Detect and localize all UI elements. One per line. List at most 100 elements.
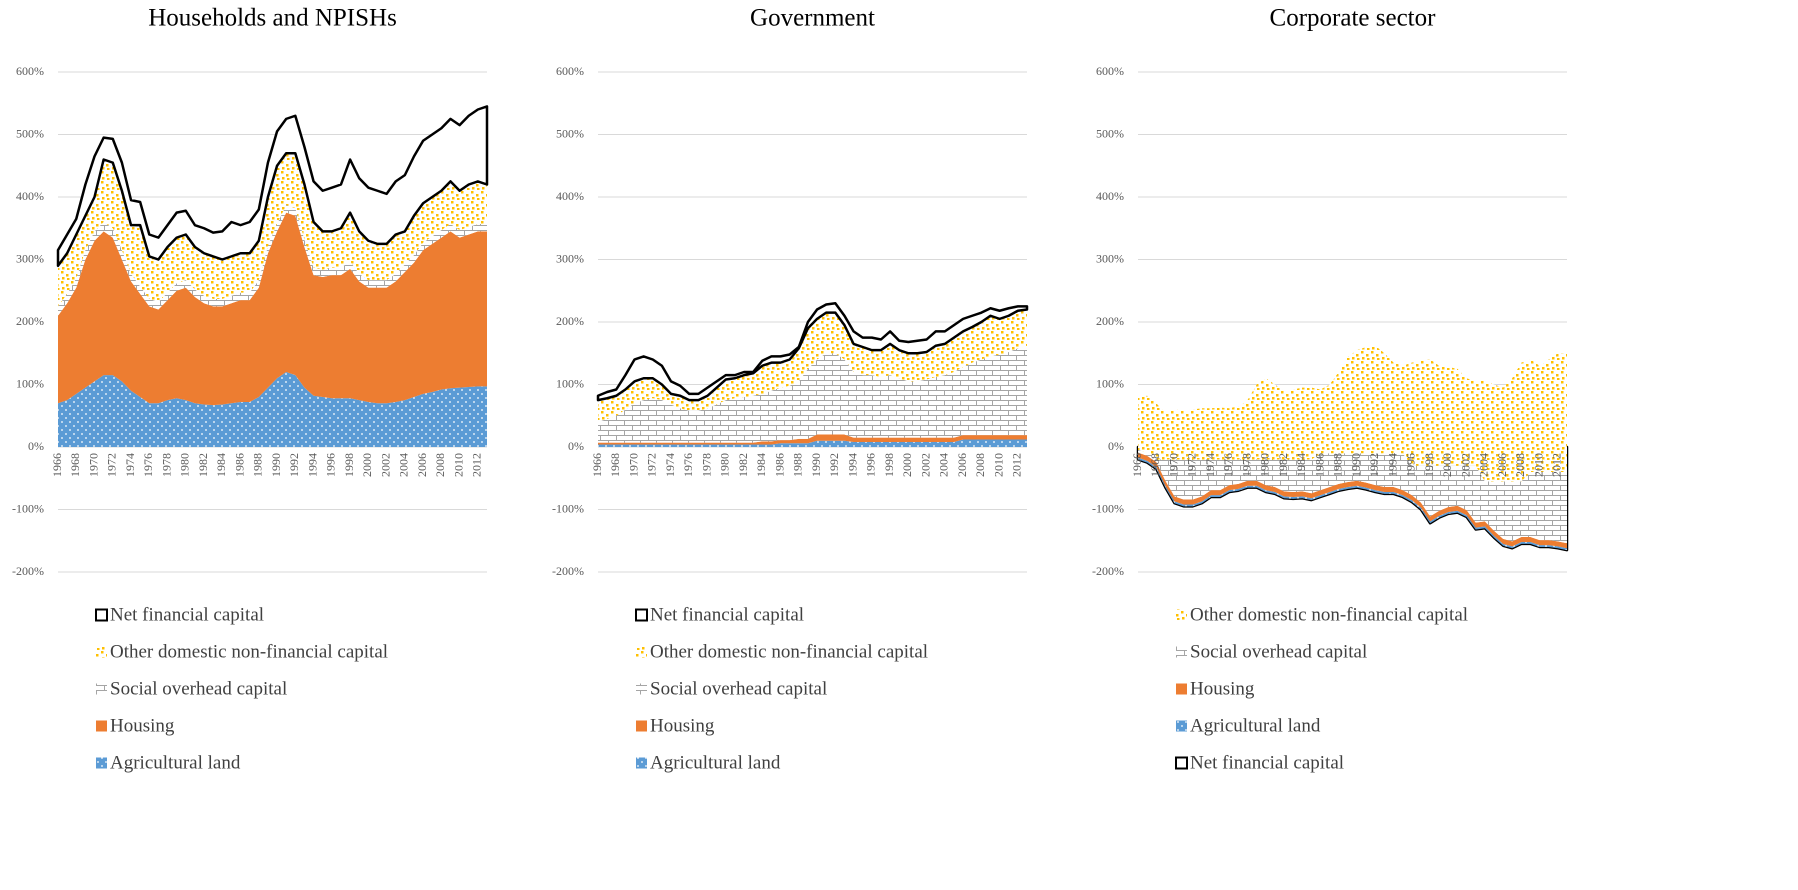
legend-label: Agricultural land	[110, 752, 241, 773]
chart-title: Corporate sector	[1270, 5, 1437, 32]
x-tick-label: 2000	[1440, 453, 1454, 477]
x-tick-label: 1992	[287, 453, 301, 477]
x-tick-label: 1974	[1203, 453, 1217, 477]
x-tick-label: 1974	[123, 453, 137, 477]
x-tick-label: 2006	[1495, 453, 1509, 477]
x-tick-label: 2002	[918, 453, 932, 477]
x-tick-label: 2002	[1458, 453, 1472, 477]
x-tick-label: 1972	[645, 453, 659, 477]
x-tick-label: 1970	[86, 453, 100, 477]
x-tick-label: 1982	[1276, 453, 1290, 477]
x-tick-label: 1992	[1367, 453, 1381, 477]
legend-swatch	[95, 608, 108, 622]
y-tick-label: 600%	[1096, 64, 1124, 78]
x-tick-label: 2004	[1477, 453, 1491, 477]
y-tick-label: 400%	[1096, 189, 1124, 203]
legend-label: Other domestic non-financial capital	[1190, 604, 1468, 625]
legend-label: Agricultural land	[1190, 715, 1321, 736]
legend-label: Social overhead capital	[110, 678, 287, 699]
x-tick-label: 1978	[159, 453, 173, 477]
y-tick-label: -200%	[552, 564, 584, 578]
x-tick-label: 1980	[1258, 453, 1272, 477]
y-tick-label: 100%	[556, 376, 584, 390]
x-tick-label: 1988	[251, 453, 265, 477]
y-tick-label: 500%	[1096, 126, 1124, 140]
x-tick-label: 1988	[791, 453, 805, 477]
legend-label: Agricultural land	[650, 752, 781, 773]
legend-label: Housing	[1190, 678, 1255, 699]
x-tick-label: 1974	[663, 453, 677, 477]
x-tick-label: 2010	[451, 453, 465, 477]
x-tick-label: 1982	[736, 453, 750, 477]
area-series	[58, 212, 487, 406]
y-tick-label: 100%	[16, 376, 44, 390]
x-tick-label: 2010	[1531, 453, 1545, 477]
legend-swatch	[96, 646, 107, 658]
legend-label: Net financial capital	[110, 604, 264, 625]
x-tick-label: 1972	[105, 453, 119, 477]
x-tick-label: 1986	[772, 453, 786, 477]
y-tick-label: 200%	[556, 314, 584, 328]
legend-swatch	[96, 757, 107, 769]
y-tick-label: 500%	[16, 126, 44, 140]
x-tick-label: 2012	[1010, 453, 1024, 477]
x-tick-label: 1982	[196, 453, 210, 477]
x-tick-label: 2006	[415, 453, 429, 477]
x-tick-label: 1990	[809, 453, 823, 477]
area-series	[56, 105, 489, 267]
y-tick-label: 100%	[1096, 376, 1124, 390]
x-tick-label: 1970	[1166, 453, 1180, 477]
x-tick-label: 1976	[1221, 453, 1235, 477]
legend-label: Housing	[650, 715, 715, 736]
x-tick-label: 1984	[214, 453, 228, 477]
x-tick-label: 1966	[1130, 453, 1144, 477]
y-tick-label: 200%	[1096, 314, 1124, 328]
x-tick-label: 2008	[973, 453, 987, 477]
legend-swatch	[1176, 683, 1187, 695]
legend-label: Net financial capital	[650, 604, 804, 625]
y-tick-label: 0%	[568, 439, 584, 453]
y-tick-label: 400%	[556, 189, 584, 203]
x-tick-label: 2006	[955, 453, 969, 477]
y-tick-label: 0%	[28, 439, 44, 453]
x-tick-label: 1998	[882, 453, 896, 477]
legend-swatch	[1175, 756, 1188, 770]
x-tick-label: 1986	[1312, 453, 1326, 477]
y-tick-label: -100%	[552, 501, 584, 515]
legend-label: Social overhead capital	[650, 678, 827, 699]
y-tick-label: -200%	[1092, 564, 1124, 578]
y-tick-label: -100%	[1092, 501, 1124, 515]
legend-swatch	[636, 720, 647, 732]
y-tick-label: 300%	[16, 251, 44, 265]
x-tick-label: 2008	[433, 453, 447, 477]
x-tick-label: 1976	[141, 453, 155, 477]
x-tick-label: 1996	[1404, 453, 1418, 477]
y-tick-label: 500%	[556, 126, 584, 140]
x-tick-label: 1972	[1185, 453, 1199, 477]
x-tick-label: 2004	[937, 453, 951, 477]
x-tick-label: 2004	[397, 453, 411, 477]
x-tick-label: 1992	[827, 453, 841, 477]
x-tick-label: 2002	[378, 453, 392, 477]
y-tick-label: -100%	[12, 501, 44, 515]
legend-label: Other domestic non-financial capital	[650, 641, 928, 662]
legend-label: Other domestic non-financial capital	[110, 641, 388, 662]
y-tick-label: 0%	[1108, 439, 1124, 453]
legend-swatch	[1176, 609, 1187, 621]
area-series	[1138, 450, 1567, 544]
x-tick-label: 1998	[342, 453, 356, 477]
x-tick-label: 1968	[1148, 453, 1162, 477]
x-tick-label: 1994	[305, 453, 319, 477]
legend-swatch	[636, 646, 647, 658]
x-tick-label: 2000	[900, 453, 914, 477]
x-tick-label: 1986	[232, 453, 246, 477]
area-series	[58, 372, 487, 447]
x-tick-label: 1990	[1349, 453, 1363, 477]
x-tick-label: 1984	[1294, 453, 1308, 477]
x-tick-label: 1994	[1385, 453, 1399, 477]
chart-title: Households and NPISHs	[148, 5, 397, 32]
area-series	[1138, 452, 1567, 549]
x-tick-label: 1980	[718, 453, 732, 477]
x-tick-label: 2010	[991, 453, 1005, 477]
